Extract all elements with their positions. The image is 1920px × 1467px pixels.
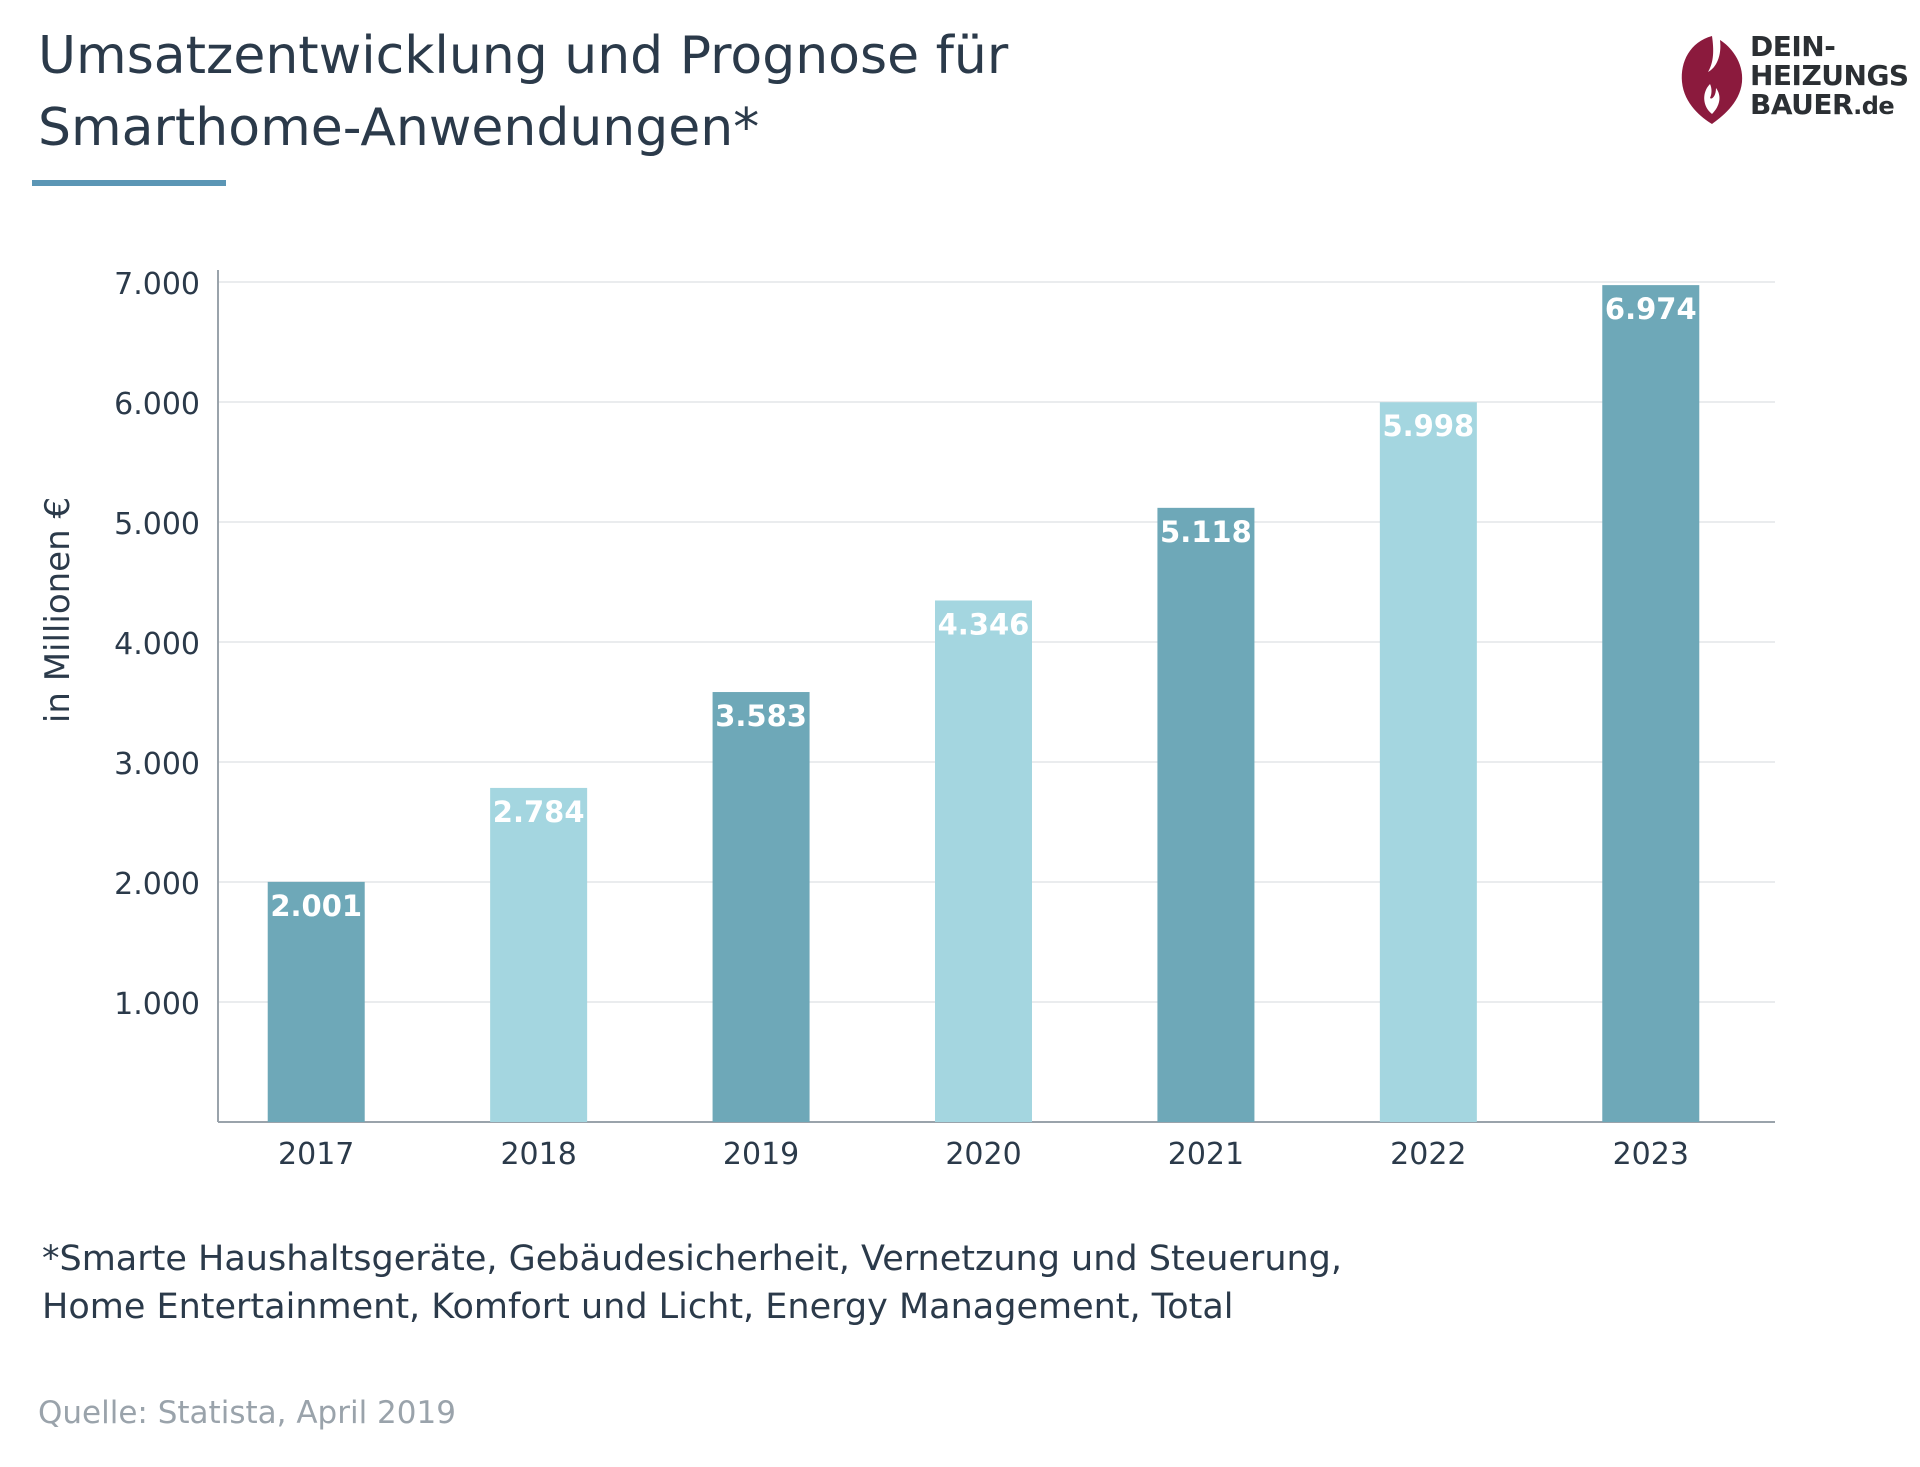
y-tick-label: 3.000 [114,747,200,782]
y-tick-label: 2.000 [114,867,200,902]
x-tick-label: 2023 [1613,1137,1689,1172]
bar [1157,507,1255,1123]
bar [490,787,588,1122]
chart-title-line2: Smarthome-Anwendungen* [38,98,760,158]
chart-title: Umsatzentwicklung und Prognose für Smart… [38,20,1338,164]
flame-icon [1681,36,1743,124]
brand-logo: DEIN- HEIZUNGS BAUER.de [1680,28,1909,128]
bar-value-label: 2.784 [493,795,585,829]
bar [935,600,1032,1122]
bar [267,881,365,1122]
bar-value-label: 4.346 [938,607,1030,641]
x-tick-label: 2021 [1168,1137,1244,1172]
title-underline [32,180,226,186]
logo-line3-text: BAUER [1750,88,1854,121]
bar-value-label: 5.998 [1382,409,1474,443]
y-tick-label: 5.000 [114,507,200,542]
bar-value-label: 6.974 [1605,292,1697,326]
bar-value-label: 2.001 [270,889,362,923]
y-tick-label: 6.000 [114,387,200,422]
logo-line2: HEIZUNGS [1750,59,1909,92]
x-tick-label: 2017 [278,1137,354,1172]
footnote-line1: *Smarte Haushaltsgeräte, Gebäudesicherhe… [42,1239,1343,1279]
bar [1379,402,1477,1122]
x-tick-label: 2020 [945,1137,1021,1172]
x-tick-label: 2022 [1390,1137,1466,1172]
bar-value-label: 5.118 [1160,515,1252,549]
bar [1602,285,1700,1122]
logo-text: DEIN- HEIZUNGS BAUER.de [1750,32,1909,121]
x-tick-label: 2018 [500,1137,576,1172]
x-tick-label: 2019 [723,1137,799,1172]
y-tick-label: 4.000 [114,627,200,662]
bar-chart: 1.000 2.000 3.000 4.000 5.000 6.000 7.000 2.001… [114,267,1775,1172]
logo-line3: BAUER.de [1750,90,1909,121]
bar-value-label: 3.583 [715,699,807,733]
chart-title-line1: Umsatzentwicklung und Prognose für [38,26,1009,86]
y-tick-label: 1.000 [114,987,200,1022]
footnote-line2: Home Entertainment, Komfort und Licht, E… [42,1287,1234,1327]
y-tick-label: 7.000 [114,267,200,302]
bar [712,692,810,1122]
logo-line1: DEIN- [1750,30,1836,63]
source-note: Quelle: Statista, April 2019 [38,1395,456,1431]
footnote: *Smarte Haushaltsgeräte, Gebäudesicherhe… [42,1235,1442,1331]
logo-suffix: .de [1853,92,1895,120]
